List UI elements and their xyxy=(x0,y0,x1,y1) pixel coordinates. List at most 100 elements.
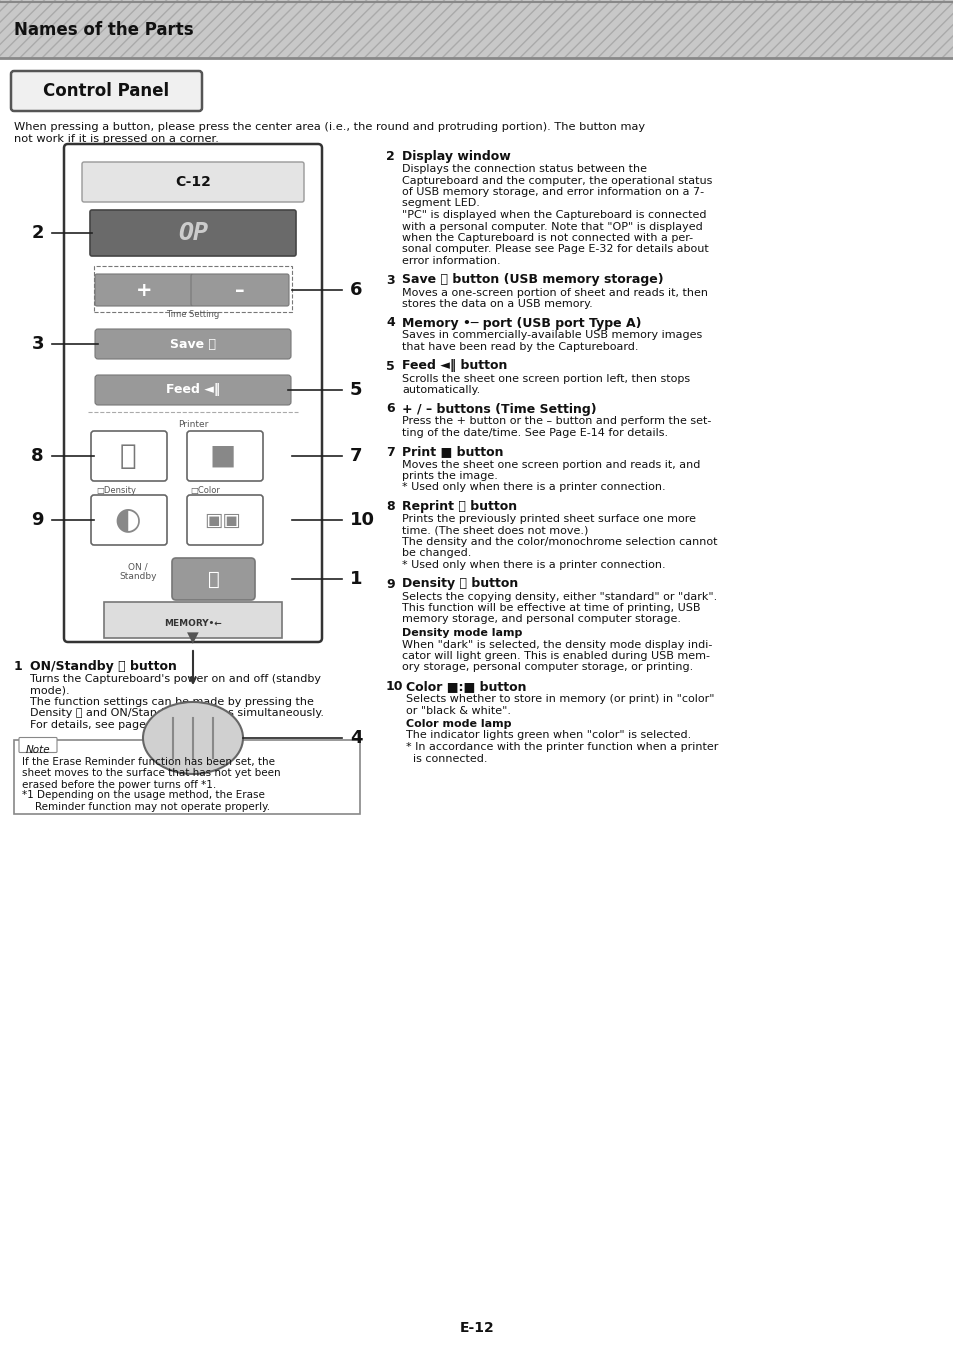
Text: Note: Note xyxy=(26,745,51,755)
Text: When pressing a button, please press the center area (i.e., the round and protru: When pressing a button, please press the… xyxy=(14,123,644,132)
FancyBboxPatch shape xyxy=(187,495,263,545)
Text: memory storage, and personal computer storage.: memory storage, and personal computer st… xyxy=(401,615,680,624)
Text: 3: 3 xyxy=(31,336,44,353)
Text: when the Captureboard is not connected with a per-: when the Captureboard is not connected w… xyxy=(401,233,693,243)
Text: Names of the Parts: Names of the Parts xyxy=(14,22,193,39)
Text: Standby: Standby xyxy=(119,572,156,581)
Text: Displays the connection status between the: Displays the connection status between t… xyxy=(401,164,646,174)
Text: When "dark" is selected, the density mode display indi-: When "dark" is selected, the density mod… xyxy=(401,639,712,650)
Text: Prints the previously printed sheet surface one more: Prints the previously printed sheet surf… xyxy=(401,514,696,524)
Text: cator will light green. This is enabled during USB mem-: cator will light green. This is enabled … xyxy=(401,651,709,661)
Text: Color mode lamp: Color mode lamp xyxy=(406,718,511,729)
Text: "PC" is displayed when the Captureboard is connected: "PC" is displayed when the Captureboard … xyxy=(401,210,706,220)
FancyBboxPatch shape xyxy=(187,431,263,481)
Text: Density mode lamp: Density mode lamp xyxy=(401,628,522,638)
Text: ⎘: ⎘ xyxy=(119,442,136,470)
Text: Moves the sheet one screen portion and reads it, and: Moves the sheet one screen portion and r… xyxy=(401,460,700,469)
Ellipse shape xyxy=(143,702,243,774)
FancyBboxPatch shape xyxy=(95,329,291,359)
Text: ▣▣: ▣▣ xyxy=(204,511,241,530)
Text: * Used only when there is a printer connection.: * Used only when there is a printer conn… xyxy=(401,559,665,570)
FancyBboxPatch shape xyxy=(172,558,254,600)
Text: Display window: Display window xyxy=(401,150,510,163)
Text: □Density: □Density xyxy=(96,487,136,495)
Text: erased before the power turns off *1.: erased before the power turns off *1. xyxy=(22,779,216,790)
Text: Saves in commercially-available USB memory images: Saves in commercially-available USB memo… xyxy=(401,330,701,341)
Text: 6: 6 xyxy=(386,403,395,415)
Text: * In accordance with the printer function when a printer: * In accordance with the printer functio… xyxy=(406,741,718,752)
Text: 9: 9 xyxy=(386,577,395,590)
Text: *1 Depending on the usage method, the Erase: *1 Depending on the usage method, the Er… xyxy=(22,790,265,801)
Text: mode).: mode). xyxy=(30,686,70,696)
FancyBboxPatch shape xyxy=(91,431,167,481)
Text: automatically.: automatically. xyxy=(401,386,479,395)
Text: Press the + button or the – button and perform the set-: Press the + button or the – button and p… xyxy=(401,417,711,426)
Text: Turns the Captureboard's power on and off (standby: Turns the Captureboard's power on and of… xyxy=(30,674,320,683)
Text: segment LED.: segment LED. xyxy=(401,198,479,209)
Text: Feed ◄‖: Feed ◄‖ xyxy=(166,383,220,396)
Text: ⏻: ⏻ xyxy=(208,569,219,589)
Text: Scrolls the sheet one screen portion left, then stops: Scrolls the sheet one screen portion lef… xyxy=(401,373,689,383)
Text: prints the image.: prints the image. xyxy=(401,470,497,481)
FancyBboxPatch shape xyxy=(11,71,202,111)
Text: error information.: error information. xyxy=(401,256,500,266)
Text: –: – xyxy=(235,280,245,299)
Text: 5: 5 xyxy=(386,360,395,372)
Text: Print: Print xyxy=(213,431,233,441)
Text: 10: 10 xyxy=(386,679,403,693)
Text: ■: ■ xyxy=(210,442,236,470)
Text: that have been read by the Captureboard.: that have been read by the Captureboard. xyxy=(401,342,638,352)
FancyBboxPatch shape xyxy=(95,375,291,404)
Text: Reprint ⒣ button: Reprint ⒣ button xyxy=(401,500,517,514)
Text: The density and the color/monochrome selection cannot: The density and the color/monochrome sel… xyxy=(401,537,717,547)
Text: Reminder function may not operate properly.: Reminder function may not operate proper… xyxy=(22,802,270,811)
Bar xyxy=(14,740,359,813)
Text: Time Setting: Time Setting xyxy=(166,310,219,319)
Text: Feed ◄‖ button: Feed ◄‖ button xyxy=(401,360,507,372)
FancyBboxPatch shape xyxy=(64,144,322,642)
Text: 5: 5 xyxy=(350,381,362,399)
FancyBboxPatch shape xyxy=(19,737,57,752)
Text: 4: 4 xyxy=(350,729,362,747)
Text: MEMORY•←: MEMORY•← xyxy=(164,620,222,628)
FancyBboxPatch shape xyxy=(90,210,295,256)
Text: ◐: ◐ xyxy=(114,506,141,535)
Text: not work if it is pressed on a corner.: not work if it is pressed on a corner. xyxy=(14,133,218,144)
Text: Print ■ button: Print ■ button xyxy=(401,445,503,458)
Text: ON/Standby ⒨ button: ON/Standby ⒨ button xyxy=(30,661,176,673)
Text: 1: 1 xyxy=(350,570,362,588)
Text: For details, see page E-28.: For details, see page E-28. xyxy=(30,720,178,731)
Text: This function will be effective at time of printing, USB: This function will be effective at time … xyxy=(401,603,700,613)
Text: 8: 8 xyxy=(31,448,44,465)
Text: Printer: Printer xyxy=(177,421,208,429)
Text: ▼: ▼ xyxy=(187,631,198,646)
Text: time. (The sheet does not move.): time. (The sheet does not move.) xyxy=(401,526,588,535)
Text: OP: OP xyxy=(178,221,208,245)
Text: 8: 8 xyxy=(386,500,395,514)
Text: 3: 3 xyxy=(386,274,395,287)
Text: * Used only when there is a printer connection.: * Used only when there is a printer conn… xyxy=(401,483,665,492)
Text: with a personal computer. Note that "OP" is displayed: with a personal computer. Note that "OP"… xyxy=(401,221,702,232)
Text: be changed.: be changed. xyxy=(401,549,471,558)
Text: ON /: ON / xyxy=(128,562,148,572)
FancyBboxPatch shape xyxy=(191,274,289,306)
Text: stores the data on a USB memory.: stores the data on a USB memory. xyxy=(401,299,592,309)
Text: If the Erase Reminder function has been set, the: If the Erase Reminder function has been … xyxy=(22,758,274,767)
Text: C-12: C-12 xyxy=(175,175,211,189)
Text: The function settings can be made by pressing the: The function settings can be made by pre… xyxy=(30,697,314,706)
FancyBboxPatch shape xyxy=(91,495,167,545)
Text: ting of the date/time. See Page E-14 for details.: ting of the date/time. See Page E-14 for… xyxy=(401,429,667,438)
Text: 10: 10 xyxy=(350,511,375,528)
Bar xyxy=(0,0,953,58)
Text: 2: 2 xyxy=(31,224,44,243)
Text: +: + xyxy=(135,280,152,299)
Text: 7: 7 xyxy=(386,445,395,458)
Bar xyxy=(94,266,292,311)
Text: Selects the copying density, either "standard" or "dark".: Selects the copying density, either "sta… xyxy=(401,592,717,601)
Text: + / – buttons (Time Setting): + / – buttons (Time Setting) xyxy=(401,403,596,415)
Text: Control Panel: Control Panel xyxy=(43,82,169,100)
Text: Color ■:■ button: Color ■:■ button xyxy=(406,679,526,693)
Text: 4: 4 xyxy=(386,317,395,329)
Text: Save ⒦ button (USB memory storage): Save ⒦ button (USB memory storage) xyxy=(401,274,663,287)
Text: Reprint: Reprint xyxy=(112,431,144,441)
